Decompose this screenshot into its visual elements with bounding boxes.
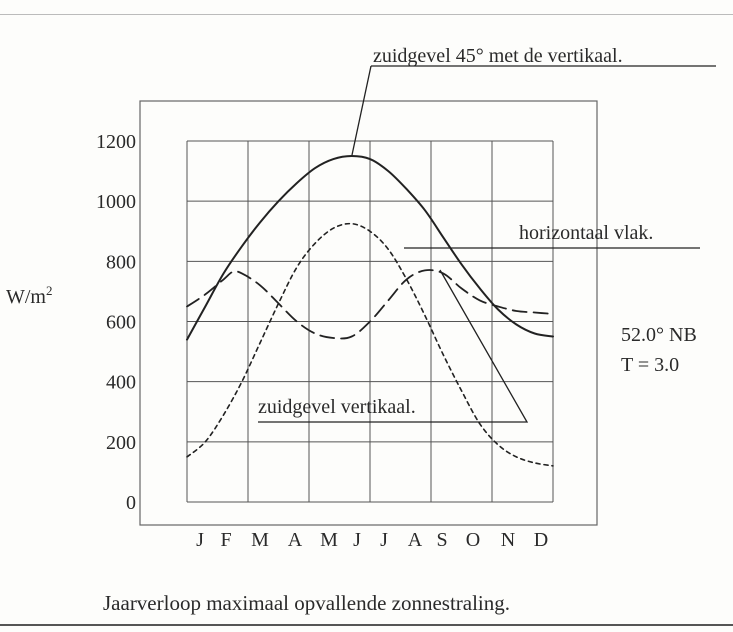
bottom-rule	[0, 624, 733, 626]
top-rule	[0, 14, 733, 15]
x-tick-label: S	[436, 529, 447, 551]
x-tick-label: O	[466, 529, 480, 551]
series-line	[186, 269, 554, 340]
y-tick-label: 0	[126, 492, 136, 514]
leader-south-vertical	[258, 269, 529, 423]
x-tick-label: N	[501, 529, 515, 551]
x-tick-label: M	[251, 529, 269, 551]
figure-caption: Jaarverloop maximaal opvallende zonnestr…	[103, 591, 510, 615]
y-tick-labels: 0 200 400 600 800 1000 1200	[96, 131, 136, 514]
y-tick-label: 600	[106, 312, 136, 334]
x-tick-label: D	[534, 529, 548, 551]
series-lines	[186, 154, 554, 467]
x-tick-label: J	[196, 529, 204, 551]
series-label-horizontal: horizontaal vlak.	[519, 222, 653, 244]
y-tick-label: 800	[106, 251, 136, 273]
x-tick-label: J	[380, 529, 388, 551]
turbidity-note: T = 3.0	[621, 354, 679, 376]
x-tick-label: M	[320, 529, 338, 551]
y-axis-label: W/m2	[6, 283, 53, 308]
x-tick-label: J	[353, 529, 361, 551]
y-tick-label: 1200	[96, 131, 136, 153]
leader-south-45	[351, 65, 372, 156]
label-leaders	[258, 65, 716, 423]
x-tick-label: A	[288, 529, 303, 551]
series-label-south-vertical: zuidgevel vertikaal.	[258, 396, 416, 418]
series-label-south-45: zuidgevel 45° met de vertikaal.	[373, 45, 623, 67]
x-tick-label: F	[220, 529, 231, 551]
latitude-note: 52.0° NB	[621, 324, 697, 346]
y-tick-label: 1000	[96, 191, 136, 213]
y-tick-label: 400	[106, 372, 136, 394]
series-line	[186, 154, 554, 341]
x-tick-label: A	[408, 529, 423, 551]
y-tick-label: 200	[106, 432, 136, 454]
series-line	[186, 222, 554, 467]
chart-frame	[139, 100, 598, 526]
